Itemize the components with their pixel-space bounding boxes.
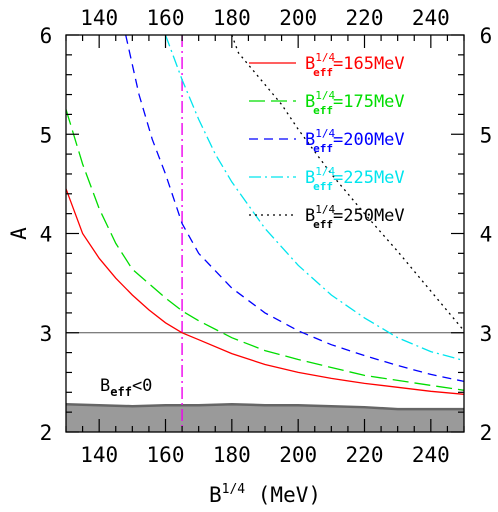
x-tick-label-bottom: 240 (412, 443, 450, 467)
y-tick-label-right: 5 (480, 123, 493, 147)
legend-label-2: B1/4 eff=175MeV (305, 89, 405, 117)
x-tick-label-bottom: 200 (279, 443, 317, 467)
region-note-layer: Beff<0 (100, 376, 152, 399)
x-tick-label-top: 240 (412, 6, 450, 30)
region-note: Beff<0 (100, 376, 152, 399)
reference-lines-layer (66, 35, 464, 432)
x-tick-label-top: 180 (213, 6, 251, 30)
y-tick-label-right: 6 (480, 24, 493, 48)
y-tick-label-left: 5 (40, 123, 53, 147)
series-line-4 (164, 35, 464, 362)
x-tick-label-top: 200 (279, 6, 317, 30)
x-tick-label-top: 160 (147, 6, 185, 30)
y-tick-label-left: 6 (40, 24, 53, 48)
legend-label-4: B1/4 eff=225MeV (305, 165, 405, 193)
y-tick-label-left: 3 (40, 322, 53, 346)
y-axis-title: A (7, 227, 31, 240)
x-tick-label-bottom: 220 (346, 443, 384, 467)
x-tick-label-top: 220 (346, 6, 384, 30)
legend: B1/4 eff=165MeV B1/4 eff=175MeV B1/4 eff=200M… (249, 51, 405, 231)
series-line-1 (66, 188, 464, 395)
ticks-layer (65, 34, 465, 433)
x-axis-title: B1/4 (MeV) (209, 482, 321, 507)
y-tick-label-right: 3 (480, 322, 493, 346)
series-line-2 (66, 109, 464, 391)
y-tick-label-right: 4 (480, 223, 493, 247)
x-tick-label-bottom: 180 (213, 443, 251, 467)
x-tick-label-bottom: 140 (80, 443, 118, 467)
legend-label-5: B1/4 eff=250MeV (305, 203, 405, 231)
y-tick-label-right: 2 (480, 421, 493, 445)
legend-label-3: B1/4 eff=200MeV (305, 127, 405, 155)
x-tick-label-top: 140 (80, 6, 118, 30)
legend-label-1: B1/4 eff=165MeV (305, 51, 405, 79)
series-line-3 (125, 35, 464, 383)
y-tick-label-left: 4 (40, 223, 53, 247)
y-tick-label-left: 2 (40, 421, 53, 445)
shaded-region-edge (66, 402, 464, 411)
tick-labels-layer: 140 140 160 160 180 180 200 200 220 220 240 240 2 2 3 3… (40, 6, 493, 467)
x-tick-label-bottom: 160 (147, 443, 185, 467)
series-layer (66, 35, 464, 395)
